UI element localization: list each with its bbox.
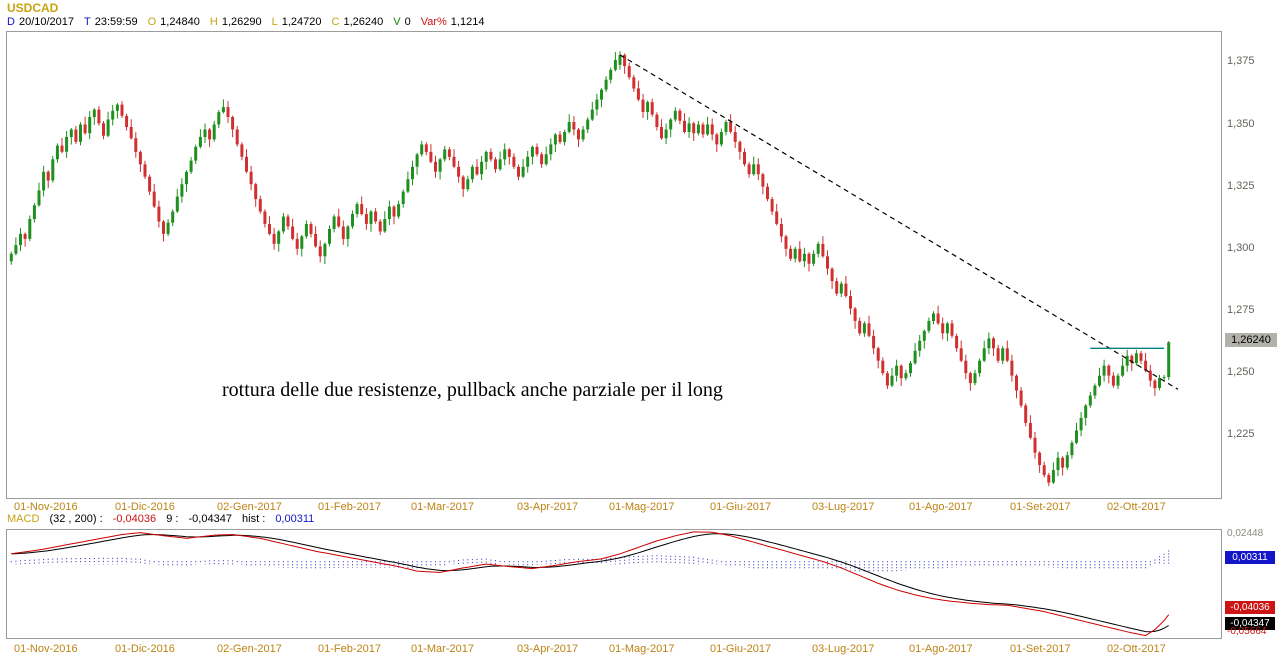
date-axis-label: 03-Lug-2017 <box>812 501 875 513</box>
symbol-label: USDCAD <box>7 1 59 15</box>
time-axis-macd[interactable]: 01-Nov-2016 01-Dic-2016 02-Gen-2017 01-Feb-… <box>0 643 1278 656</box>
info-field-value: 1,26290 <box>221 16 262 28</box>
info-field-t: T 23:59:59 <box>84 16 138 28</box>
macd-signal-value: -0,04347 <box>188 513 232 525</box>
date-axis-label: 03-Lug-2017 <box>812 643 875 655</box>
macd-axis[interactable]: 0,02448 0,00311 -0,04036 -0,04347 -0,05664 <box>1225 528 1278 639</box>
macd-axis-max-label: 0,02448 <box>1227 528 1264 539</box>
price-axis-label: 1,325 <box>1227 180 1255 192</box>
macd-main-line <box>11 531 1170 637</box>
info-field-value: 23:59:59 <box>94 16 138 28</box>
price-axis-label: 1,225 <box>1227 428 1255 440</box>
date-axis-label: 01-Feb-2017 <box>318 643 381 655</box>
candlestick-chart[interactable] <box>7 32 1221 498</box>
macd-hist-label: hist : <box>242 513 266 525</box>
candles-layer <box>9 51 1171 487</box>
macd-chart[interactable] <box>7 530 1221 638</box>
date-axis-label: 02-Ott-2017 <box>1107 501 1166 513</box>
ohlc-info-bar: D 20/10/2017 T 23:59:59 O 1,24840 H 1,26290 L 1,2… <box>7 16 494 28</box>
macd-axis-min-label: -0,05664 <box>1227 626 1267 637</box>
time-axis-main[interactable]: 01-Nov-2016 01-Dic-2016 02-Gen-2017 01-Feb-… <box>0 501 1278 514</box>
info-field-var: Var% 1,1214 <box>421 16 485 28</box>
date-axis-label: 01-Nov-2016 <box>14 643 78 655</box>
date-axis-label: 01-Dic-2016 <box>115 643 175 655</box>
date-axis-label: 03-Apr-2017 <box>517 501 579 513</box>
date-axis-label: 01-Mar-2017 <box>411 643 474 655</box>
price-axis-label: 1,275 <box>1227 304 1255 316</box>
chart-annotation[interactable]: rottura delle due resistenze, pullback a… <box>222 379 723 401</box>
info-field-value: 1,24840 <box>160 16 200 28</box>
info-field-d: D 20/10/2017 <box>7 16 74 28</box>
info-field-label: L <box>271 16 278 28</box>
info-field-c: C 1,26240 <box>332 16 384 28</box>
info-field-l: L 1,24720 <box>272 16 322 28</box>
descending-trendline[interactable] <box>619 54 1179 390</box>
price-axis-label: 1,350 <box>1227 118 1255 130</box>
date-axis-label: 01-Mar-2017 <box>411 501 474 513</box>
info-field-label: H <box>209 16 218 28</box>
last-price-badge: 1,26240 <box>1225 333 1277 347</box>
price-axis-label: 1,300 <box>1227 242 1255 254</box>
macd-hist-value: 0,00311 <box>275 513 315 525</box>
macd-indicator-label: MACD <box>7 513 40 525</box>
date-axis-label: 01-Set-2017 <box>1010 501 1071 513</box>
macd-histogram <box>10 550 1170 572</box>
info-field-label: O <box>147 16 157 28</box>
date-axis-label: 01-Giu-2017 <box>710 643 772 655</box>
info-field-value: 1,26240 <box>343 16 384 28</box>
info-field-label: C <box>331 16 340 28</box>
macd-signal-label: 9 : <box>166 513 179 525</box>
info-field-h: H 1,26290 <box>210 16 262 28</box>
main-chart-panel[interactable] <box>6 31 1222 499</box>
macd-signal-line <box>11 533 1169 633</box>
date-axis-label: 01-Ago-2017 <box>909 643 973 655</box>
info-field-o: O 1,24840 <box>148 16 200 28</box>
date-axis-label: 02-Ott-2017 <box>1107 643 1166 655</box>
macd-hist-badge: 0,00311 <box>1225 551 1275 564</box>
macd-signal-badge: -0,04347 <box>1225 617 1275 630</box>
date-axis-label: 01-Mag-2017 <box>609 643 675 655</box>
date-axis-label: 01-Giu-2017 <box>710 501 772 513</box>
date-axis-label: 01-Nov-2016 <box>14 501 78 513</box>
info-field-value: 1,24720 <box>281 16 322 28</box>
date-axis-label: 02-Gen-2017 <box>217 501 282 513</box>
macd-value-badge: -0,04036 <box>1225 601 1275 614</box>
info-field-label: T <box>84 16 91 28</box>
info-field-value: 0 <box>404 16 411 28</box>
price-axis[interactable]: 1,26240 1,375 1,350 1,325 1,300 1,275 1,250 1,… <box>1225 31 1278 499</box>
date-axis-label: 03-Apr-2017 <box>517 643 579 655</box>
macd-header: MACD (32 , 200) : -0,04036 9 : -0,04347 … <box>7 513 321 525</box>
price-axis-label: 1,375 <box>1227 55 1255 67</box>
date-axis-label: 02-Gen-2017 <box>217 643 282 655</box>
date-axis-label: 01-Feb-2017 <box>318 501 381 513</box>
info-field-label: V <box>393 16 401 28</box>
date-axis-label: 01-Ago-2017 <box>909 501 973 513</box>
date-axis-label: 01-Dic-2016 <box>115 501 175 513</box>
info-field-value: 20/10/2017 <box>18 16 75 28</box>
info-field-label: D <box>7 16 15 28</box>
price-axis-label: 1,250 <box>1227 366 1255 378</box>
info-field-value: 1,1214 <box>450 16 485 28</box>
date-axis-label: 01-Mag-2017 <box>609 501 675 513</box>
macd-panel[interactable] <box>6 529 1222 639</box>
date-axis-label: 01-Set-2017 <box>1010 643 1071 655</box>
macd-params-label: (32 , 200) : <box>49 513 103 525</box>
macd-value: -0,04036 <box>112 513 157 525</box>
info-field-label: Var% <box>420 16 447 28</box>
